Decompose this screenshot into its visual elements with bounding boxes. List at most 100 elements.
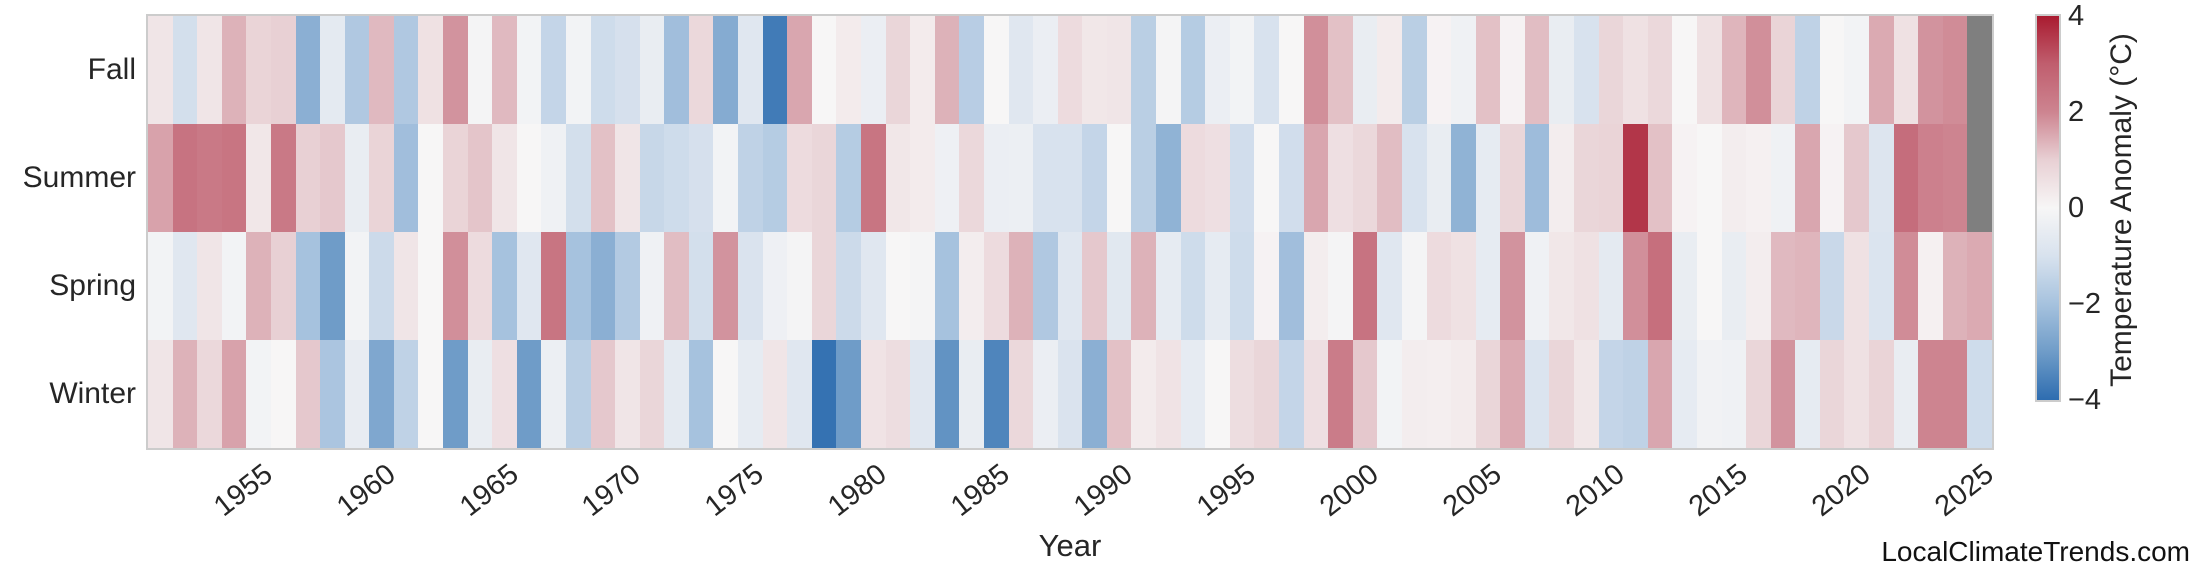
heatmap-cell: [393, 16, 419, 124]
heatmap-cell: [418, 232, 444, 340]
heatmap-cell: [861, 232, 886, 340]
heatmap-cell: [1180, 16, 1206, 124]
heatmap-cell: [811, 124, 837, 232]
heatmap-cell: [1180, 340, 1206, 448]
colorbar-tick-label: 0: [2068, 192, 2085, 224]
heatmap-cell: [590, 340, 616, 448]
heatmap-cell: [1131, 340, 1157, 448]
heatmap-cell: [590, 16, 616, 124]
heatmap-cell: [1942, 232, 1968, 340]
x-tick-label: 2020: [1805, 458, 1877, 523]
heatmap-cell: [1106, 232, 1132, 340]
heatmap-cell: [1254, 124, 1279, 232]
heatmap-cell: [1156, 124, 1181, 232]
heatmap-cell: [1647, 16, 1673, 124]
heatmap-cell: [148, 340, 173, 448]
heatmap-cell: [688, 340, 714, 448]
heatmap-cell: [1844, 340, 1870, 448]
heatmap-cell: [1303, 340, 1329, 448]
heatmap-cell: [172, 124, 198, 232]
heatmap-cell: [295, 124, 321, 232]
heatmap-cell: [983, 124, 1009, 232]
heatmap-cell: [1254, 340, 1279, 448]
heatmap-cell: [1869, 232, 1894, 340]
heatmap-cell: [615, 340, 640, 448]
heatmap-cell: [1549, 16, 1575, 124]
heatmap-cell: [1205, 232, 1230, 340]
heatmap-cell: [443, 340, 468, 448]
heatmap: [146, 14, 1994, 450]
heatmap-cell: [738, 124, 763, 232]
heatmap-cell: [1524, 340, 1550, 448]
heatmap-cell: [1008, 340, 1034, 448]
heatmap-cell: [1328, 340, 1353, 448]
heatmap-cell: [1721, 340, 1747, 448]
heatmap-cell: [1918, 16, 1943, 124]
x-axis-title: Year: [1038, 528, 1102, 563]
heatmap-cell: [246, 340, 271, 448]
heatmap-cell: [787, 124, 812, 232]
heatmap-cell: [1475, 232, 1501, 340]
heatmap-cell: [344, 16, 370, 124]
heatmap-cell: [246, 124, 271, 232]
heatmap-cell: [1819, 232, 1845, 340]
heatmap-cell: [934, 124, 960, 232]
heatmap-cell: [295, 340, 321, 448]
heatmap-cell: [1696, 232, 1722, 340]
heatmap-cell: [1967, 16, 1992, 124]
heatmap-cell: [885, 232, 911, 340]
x-tick-label: 1990: [1068, 458, 1139, 523]
heatmap-cell: [1819, 16, 1845, 124]
heatmap-cell: [369, 124, 394, 232]
heatmap-cell: [664, 340, 689, 448]
heatmap-cell: [762, 124, 788, 232]
heatmap-cell: [443, 232, 468, 340]
heatmap-cell: [885, 16, 911, 124]
heatmap-cell: [738, 232, 763, 340]
heatmap-cell: [1524, 16, 1550, 124]
heatmap-cell: [320, 124, 345, 232]
heatmap-cell: [516, 16, 542, 124]
heatmap-cell: [664, 124, 689, 232]
heatmap-cell: [1475, 16, 1501, 124]
heatmap-cell: [1869, 340, 1894, 448]
heatmap-cell: [172, 340, 198, 448]
heatmap-cell: [565, 232, 591, 340]
heatmap-cell: [787, 340, 812, 448]
heatmap-cell: [1574, 16, 1599, 124]
heatmap-cell: [861, 340, 886, 448]
heatmap-cell: [1795, 232, 1820, 340]
heatmap-cell: [934, 340, 960, 448]
heatmap-cell: [467, 124, 493, 232]
heatmap-cell: [197, 124, 222, 232]
heatmap-cell: [1770, 16, 1796, 124]
heatmap-cell: [1401, 232, 1427, 340]
heatmap-cell: [1598, 232, 1624, 340]
heatmap-cell: [1229, 16, 1255, 124]
heatmap-cell: [615, 16, 640, 124]
heatmap-cell: [1696, 16, 1722, 124]
heatmap-cell: [1623, 340, 1648, 448]
heatmap-cell: [688, 232, 714, 340]
heatmap-cell: [344, 124, 370, 232]
heatmap-cell: [1205, 16, 1230, 124]
heatmap-cell: [1500, 124, 1525, 232]
heatmap-cell: [1672, 232, 1697, 340]
heatmap-cell: [541, 340, 566, 448]
heatmap-cell: [1942, 340, 1968, 448]
heatmap-cell: [639, 124, 665, 232]
heatmap-cell: [1746, 16, 1771, 124]
heatmap-cell: [1819, 124, 1845, 232]
heatmap-cell: [1746, 232, 1771, 340]
heatmap-cell: [959, 232, 984, 340]
heatmap-cell: [270, 340, 296, 448]
heatmap-cell: [1844, 232, 1870, 340]
heatmap-cell: [1229, 124, 1255, 232]
heatmap-cell: [1696, 124, 1722, 232]
x-tick-label: 2025: [1928, 458, 2000, 523]
heatmap-cell: [885, 124, 911, 232]
heatmap-cell: [1672, 124, 1697, 232]
heatmap-cell: [861, 16, 886, 124]
heatmap-cell: [1008, 16, 1034, 124]
heatmap-cell: [1893, 124, 1919, 232]
